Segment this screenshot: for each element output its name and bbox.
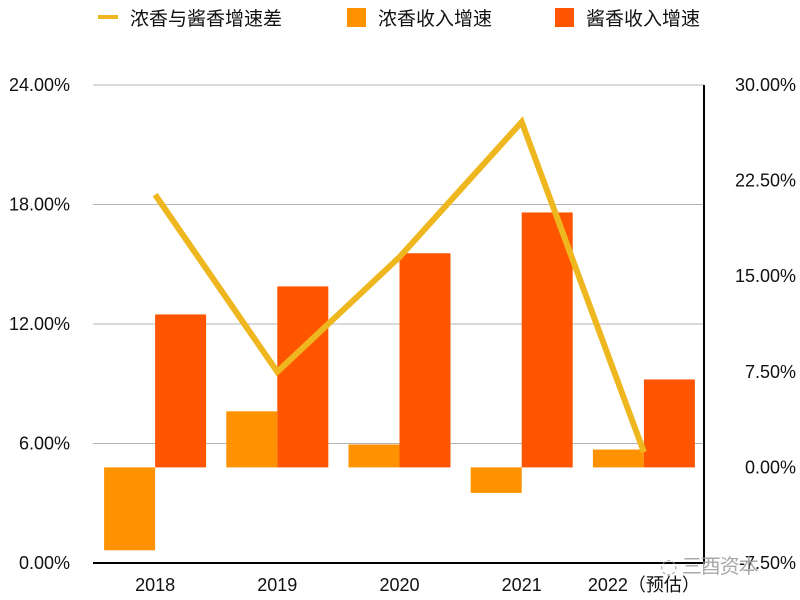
watermark: ◌ 三酉资本 bbox=[660, 550, 759, 579]
left-axis-tick-label: 18.00% bbox=[9, 195, 70, 215]
legend-item-nongxiang: 浓香收入增速 bbox=[347, 2, 492, 32]
x-axis-tick-label: 2022（预估） bbox=[588, 575, 700, 595]
legend-box-swatch bbox=[347, 7, 366, 27]
left-axis-tick-label: 6.00% bbox=[19, 434, 70, 454]
bar-jiangxiang bbox=[155, 314, 207, 468]
legend-label: 浓香收入增速 bbox=[378, 7, 493, 30]
bar-nongxiang bbox=[348, 444, 400, 468]
legend: 浓香与酱香增速差 浓香收入增速 酱香收入增速 bbox=[0, 2, 800, 32]
left-axis-tick-label: 0.00% bbox=[19, 553, 70, 573]
legend-line-swatch bbox=[98, 15, 118, 19]
legend-item-spread: 浓香与酱香增速差 bbox=[98, 2, 282, 32]
watermark-text: 三酉资本 bbox=[681, 554, 759, 578]
bar-nongxiang bbox=[226, 411, 278, 468]
bar-jiangxiang bbox=[277, 286, 329, 468]
left-axis-tick-label: 12.00% bbox=[9, 314, 70, 334]
x-axis-tick-label: 2019 bbox=[257, 575, 297, 595]
right-axis-tick-label: 7.50% bbox=[745, 362, 796, 382]
right-axis-tick-label: 30.00% bbox=[735, 75, 796, 95]
bar-jiangxiang bbox=[643, 379, 695, 468]
legend-box-swatch bbox=[555, 7, 574, 27]
legend-item-jiangxiang: 酱香收入增速 bbox=[555, 2, 700, 32]
legend-label: 浓香与酱香增速差 bbox=[130, 7, 283, 30]
x-axis-tick-label: 2021 bbox=[502, 575, 542, 595]
x-axis-tick-label: 2018 bbox=[135, 575, 175, 595]
bar-nongxiang bbox=[470, 467, 522, 493]
bar-jiangxiang bbox=[521, 212, 573, 468]
right-axis-tick-label: 22.50% bbox=[735, 171, 796, 191]
right-axis-tick-label: 0.00% bbox=[745, 457, 796, 477]
right-axis-tick-label: -7.50% bbox=[739, 553, 796, 573]
wechat-icon: ◌ bbox=[660, 554, 677, 578]
right-axis-tick-label: 15.00% bbox=[735, 266, 796, 286]
legend-label: 酱香收入增速 bbox=[586, 7, 701, 30]
x-axis-tick-label: 2020 bbox=[379, 575, 419, 595]
bar-nongxiang bbox=[104, 467, 156, 551]
bar-nongxiang bbox=[592, 449, 644, 468]
spread-line bbox=[152, 116, 647, 454]
left-axis-tick-label: 24.00% bbox=[9, 75, 70, 95]
bar-jiangxiang bbox=[399, 253, 451, 468]
